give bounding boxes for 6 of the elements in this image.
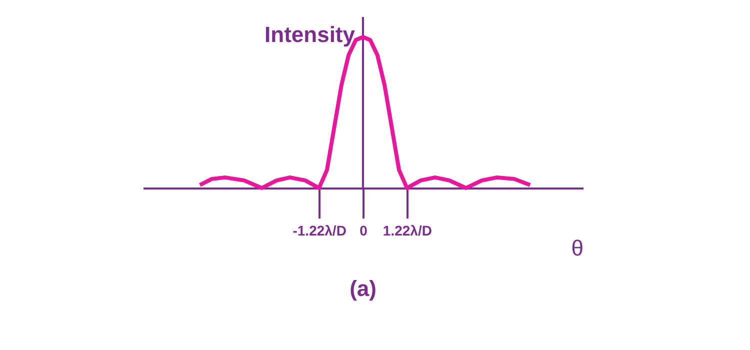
text: (a) bbox=[350, 276, 376, 301]
x-axis-title: θ bbox=[571, 236, 584, 260]
x-tick-label: 1.22λ/D bbox=[382, 222, 432, 238]
y-axis-title: Intensity bbox=[264, 22, 356, 47]
x-tick-label: -1.22λ/D bbox=[292, 222, 346, 238]
x-tick-label: 0 bbox=[360, 222, 368, 238]
